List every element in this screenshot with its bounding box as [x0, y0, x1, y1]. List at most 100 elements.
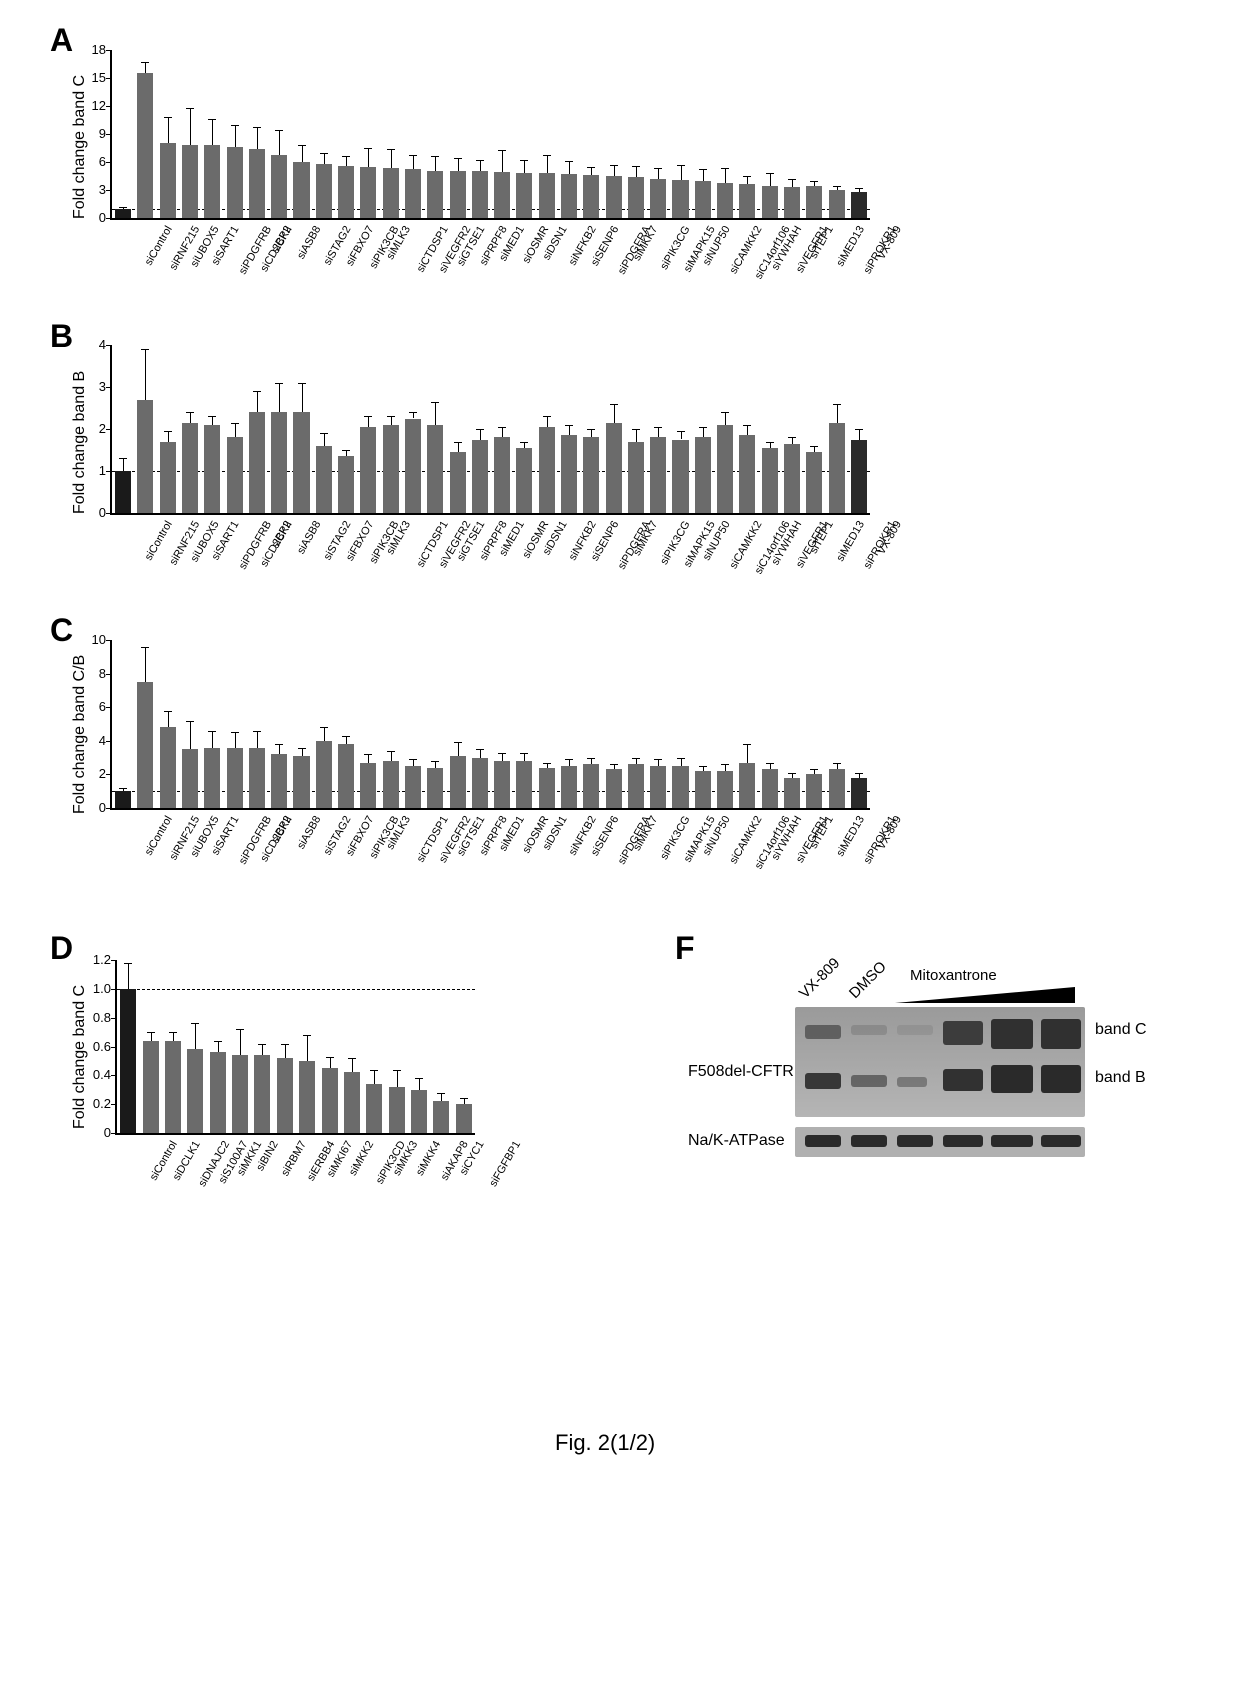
ytick-label: 1	[78, 463, 106, 478]
chart-bar	[182, 749, 198, 808]
chart-bar	[606, 769, 622, 808]
chart-bar	[806, 186, 822, 218]
chart-bar	[739, 184, 755, 218]
chart-bar	[182, 423, 198, 513]
chart-bar	[160, 143, 176, 218]
chart-bar	[472, 758, 488, 808]
chart-bar	[383, 168, 399, 218]
chart-bar	[829, 190, 845, 218]
chart-bar	[427, 768, 443, 808]
chart-bar	[784, 444, 800, 513]
chart-bar	[806, 774, 822, 808]
chart-bar	[427, 425, 443, 513]
chart-bar	[450, 756, 466, 808]
chart-bar	[672, 766, 688, 808]
chart-bar	[165, 1041, 181, 1133]
band-c-label: band C	[1095, 1021, 1147, 1039]
chart-bar	[338, 166, 354, 218]
chart-bar	[322, 1068, 338, 1133]
chart-bar	[120, 989, 136, 1133]
xtick-label: siMED13	[835, 224, 868, 269]
ytick-label: 3	[78, 182, 106, 197]
chart-a: Fold change band C 0369121518siControlsi…	[60, 50, 880, 300]
chart-bar	[806, 452, 822, 513]
chart-bar	[717, 425, 733, 513]
gradient-wedge-icon	[895, 987, 1075, 1005]
ytick-label: 9	[78, 126, 106, 141]
chart-bar	[227, 748, 243, 808]
chart-bar	[316, 164, 332, 218]
chart-bar	[316, 741, 332, 808]
chart-a-plot: 0369121518siControlsiRNF215siUBOX5siSART…	[110, 50, 870, 220]
ytick-label: 0	[78, 210, 106, 225]
chart-bar	[695, 181, 711, 218]
chart-bar	[277, 1058, 293, 1133]
chart-bar	[829, 423, 845, 513]
xtick-label: siASB8	[295, 519, 323, 556]
chart-bar	[160, 727, 176, 808]
chart-bar	[405, 169, 421, 218]
chart-bar	[182, 145, 198, 218]
chart-bar	[784, 778, 800, 808]
ytick-label: 4	[78, 337, 106, 352]
chart-bar	[583, 764, 599, 808]
chart-bar	[628, 177, 644, 218]
ytick-label: 0.8	[83, 1010, 111, 1025]
panel-f-cond-vx809: VX-809	[796, 955, 843, 1002]
chart-bar	[606, 176, 622, 218]
chart-bar	[204, 748, 220, 808]
chart-bar	[187, 1049, 203, 1133]
ytick-label: 18	[78, 42, 106, 57]
panel-f-cond-dmso: DMSO	[846, 958, 890, 1002]
chart-bar	[115, 791, 131, 808]
chart-bar	[539, 768, 555, 808]
chart-bar	[739, 435, 755, 513]
chart-bar	[516, 448, 532, 513]
chart-bar	[695, 437, 711, 513]
chart-bar	[210, 1052, 226, 1133]
chart-d: Fold change band C 00.20.40.60.81.01.2si…	[60, 960, 490, 1230]
chart-bar	[717, 771, 733, 808]
chart-bar	[494, 172, 510, 218]
ytick-label: 15	[78, 70, 106, 85]
chart-bar	[338, 456, 354, 513]
chart-bar	[561, 766, 577, 808]
chart-bar	[299, 1061, 315, 1133]
chart-bar	[494, 437, 510, 513]
chart-bar	[137, 682, 153, 808]
chart-c: Fold change band C/B 0246810siControlsiR…	[60, 640, 880, 890]
chart-bar	[539, 427, 555, 513]
f508del-label: F508del-CFTR	[688, 1063, 794, 1081]
chart-bar	[583, 437, 599, 513]
chart-bar	[427, 171, 443, 218]
chart-bar	[249, 748, 265, 808]
chart-bar	[851, 778, 867, 808]
figure-caption: Fig. 2(1/2)	[555, 1430, 655, 1456]
chart-bar	[561, 174, 577, 218]
ytick-label: 1.2	[83, 952, 111, 967]
ytick-label: 0	[78, 800, 106, 815]
chart-bar	[338, 744, 354, 808]
chart-bar	[115, 209, 131, 218]
ytick-label: 8	[78, 666, 106, 681]
chart-bar	[115, 471, 131, 513]
chart-bar	[583, 175, 599, 218]
chart-bar	[344, 1072, 360, 1133]
xtick-label: siFGFBP1	[487, 1139, 523, 1189]
blot-lower	[795, 1127, 1085, 1157]
chart-bar	[143, 1041, 159, 1133]
chart-bar	[628, 764, 644, 808]
ytick-label: 10	[78, 632, 106, 647]
chart-bar	[650, 437, 666, 513]
ytick-label: 2	[78, 766, 106, 781]
ytick-label: 0	[78, 505, 106, 520]
chart-bar	[232, 1055, 248, 1133]
ytick-label: 12	[78, 98, 106, 113]
chart-bar	[784, 187, 800, 218]
chart-bar	[137, 73, 153, 218]
chart-bar	[433, 1101, 449, 1133]
ytick-label: 3	[78, 379, 106, 394]
panel-f-cond-mitox: Mitoxantrone	[910, 967, 997, 984]
chart-bar	[227, 437, 243, 513]
chart-bar	[762, 448, 778, 513]
